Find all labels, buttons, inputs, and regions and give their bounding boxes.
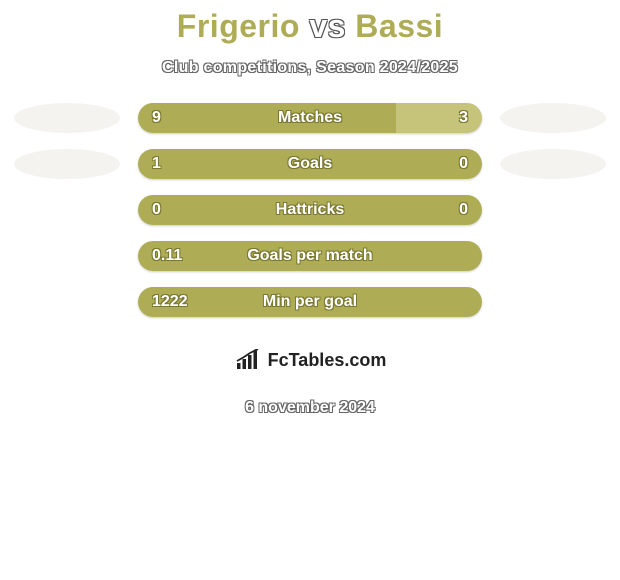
player-left-marker bbox=[14, 103, 120, 133]
date-label: 6 november 2024 bbox=[245, 399, 375, 417]
stat-left-value: 9 bbox=[152, 109, 161, 127]
stat-label: Goals per match bbox=[247, 247, 372, 265]
spacer bbox=[14, 287, 120, 317]
stat-row: Hattricks 0 0 bbox=[0, 195, 620, 225]
stat-label: Min per goal bbox=[263, 293, 357, 311]
stat-left-value: 0.11 bbox=[152, 247, 182, 265]
stat-bar: Goals 1 0 bbox=[138, 149, 482, 179]
stat-bar: Matches 9 3 bbox=[138, 103, 482, 133]
spacer bbox=[500, 287, 606, 317]
player-right-name: Bassi bbox=[355, 8, 443, 44]
stats-rows: Matches 9 3 Goals 1 0 Hattricks 0 0 Goals per mat… bbox=[0, 103, 620, 317]
stat-left-value: 1 bbox=[152, 155, 161, 173]
page-title: Frigerio vs Bassi bbox=[177, 8, 443, 45]
stat-row: Goals per match 0.11 bbox=[0, 241, 620, 271]
stat-label: Hattricks bbox=[276, 201, 344, 219]
logo-box: FcTables.com bbox=[202, 339, 418, 381]
stat-row: Goals 1 0 bbox=[0, 149, 620, 179]
bar-left-fill bbox=[138, 103, 396, 133]
vs-label: vs bbox=[309, 8, 346, 44]
player-right-marker bbox=[500, 149, 606, 179]
stat-label: Goals bbox=[288, 155, 332, 173]
player-left-marker bbox=[14, 149, 120, 179]
stat-right-value: 0 bbox=[459, 155, 468, 173]
spacer bbox=[500, 195, 606, 225]
stat-left-value: 0 bbox=[152, 201, 161, 219]
stat-bar: Hattricks 0 0 bbox=[138, 195, 482, 225]
stat-bar: Min per goal 1222 bbox=[138, 287, 482, 317]
bar-right-fill bbox=[396, 103, 482, 133]
spacer bbox=[14, 241, 120, 271]
stat-right-value: 3 bbox=[459, 109, 468, 127]
spacer bbox=[14, 195, 120, 225]
chart-icon bbox=[234, 349, 264, 371]
stat-right-value: 0 bbox=[459, 201, 468, 219]
comparison-panel: Frigerio vs Bassi Club competitions, Sea… bbox=[0, 0, 620, 580]
spacer bbox=[500, 241, 606, 271]
player-left-name: Frigerio bbox=[177, 8, 300, 44]
stat-left-value: 1222 bbox=[152, 293, 188, 311]
stat-bar: Goals per match 0.11 bbox=[138, 241, 482, 271]
stat-label: Matches bbox=[278, 109, 342, 127]
stat-row: Matches 9 3 bbox=[0, 103, 620, 133]
logo-text: FcTables.com bbox=[268, 350, 387, 371]
subtitle: Club competitions, Season 2024/2025 bbox=[162, 59, 458, 77]
player-right-marker bbox=[500, 103, 606, 133]
stat-row: Min per goal 1222 bbox=[0, 287, 620, 317]
